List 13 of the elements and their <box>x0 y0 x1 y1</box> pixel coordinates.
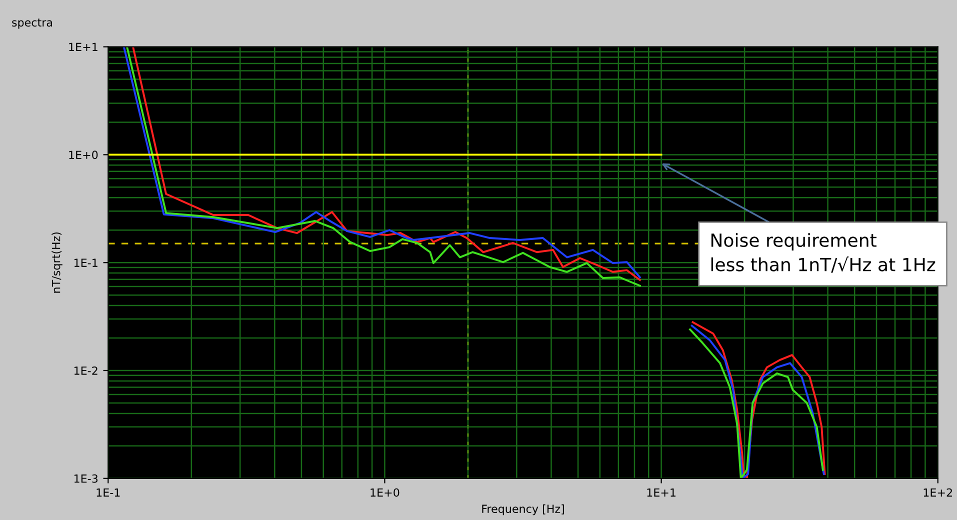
chart-title: spectra <box>12 18 52 29</box>
y-tick-label: 1E+0 <box>69 150 98 160</box>
annotation: Noise requirement less than 1nT/√Hz at 1Hz <box>711 233 936 273</box>
y-tick-label: 1E-3 <box>74 474 98 483</box>
y-axis-title: nT/sqrt(Hz) <box>52 232 62 293</box>
x-axis-title: Frequency [Hz] <box>482 504 564 516</box>
y-tick-label: 1E+1 <box>69 42 98 52</box>
x-tick-label: 1E-1 <box>96 488 120 497</box>
x-tick-label: 1E+2 <box>924 488 952 497</box>
y-tick-label: 1E-2 <box>74 366 98 375</box>
x-tick-label: 1E+0 <box>370 488 400 497</box>
x-tick-label: 1E+1 <box>647 488 676 497</box>
y-tick-label: 1E-1 <box>74 258 98 267</box>
